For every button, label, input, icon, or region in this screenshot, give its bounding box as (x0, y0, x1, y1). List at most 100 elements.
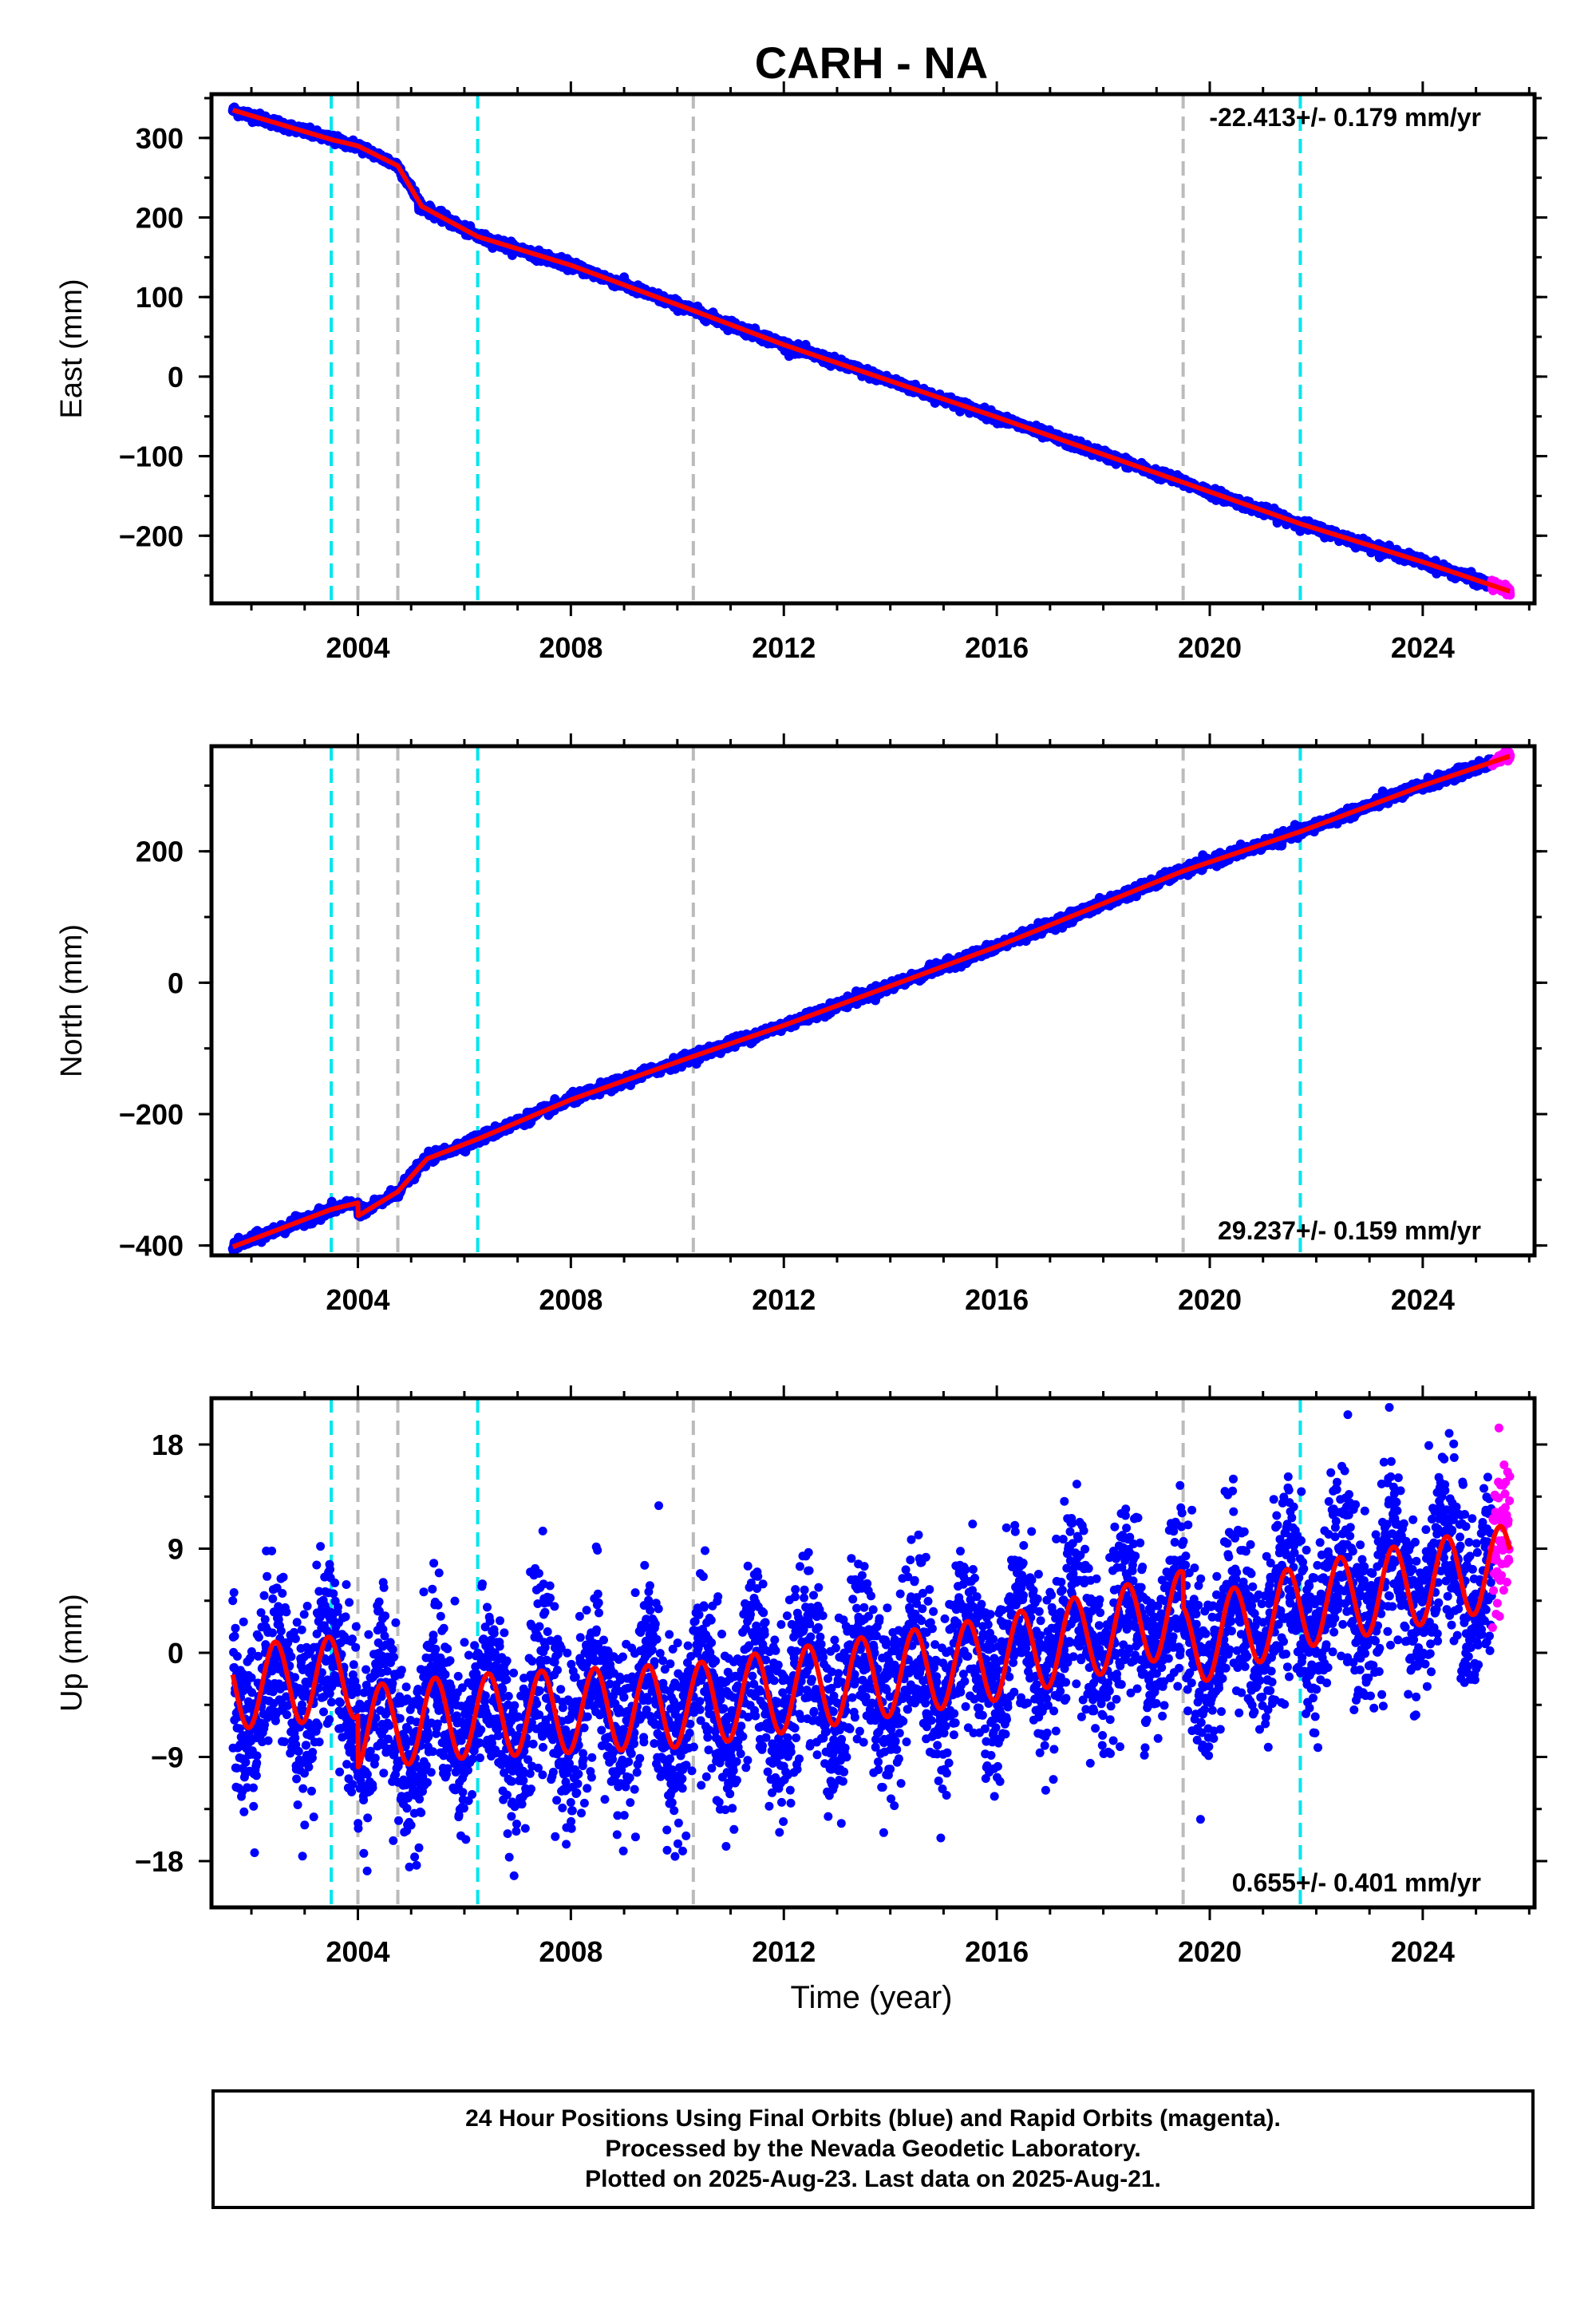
data-point (1158, 1711, 1167, 1721)
data-point (850, 1713, 859, 1722)
data-point (587, 1773, 596, 1782)
data-point (532, 1699, 542, 1709)
data-point (276, 1626, 286, 1636)
data-point (706, 1615, 716, 1625)
data-point (760, 1618, 770, 1627)
data-point (263, 1736, 273, 1745)
data-point (917, 1616, 926, 1626)
data-point (538, 1732, 547, 1741)
data-point (809, 1706, 819, 1716)
data-point (770, 1635, 780, 1645)
data-point (1312, 1685, 1321, 1694)
data-point (443, 1644, 452, 1654)
data-point (792, 1733, 801, 1743)
data-point (292, 1618, 302, 1627)
final-orbits-series (228, 1403, 1496, 1880)
data-point (665, 1630, 674, 1639)
data-point (424, 1732, 433, 1741)
data-point (519, 1766, 528, 1776)
data-point (575, 1633, 585, 1642)
data-point (348, 1634, 357, 1644)
data-point (271, 1716, 280, 1725)
data-point (535, 1686, 544, 1695)
data-point (795, 1754, 804, 1764)
data-point (878, 1783, 887, 1792)
data-point (699, 1603, 709, 1612)
data-point (1077, 1712, 1086, 1721)
data-point (290, 1634, 300, 1643)
data-point (1190, 1563, 1199, 1573)
data-point (914, 1530, 923, 1539)
data-point (1223, 1539, 1232, 1548)
data-point (1266, 1666, 1276, 1676)
data-point (713, 1592, 723, 1602)
data-point (845, 1724, 855, 1733)
data-point (816, 1639, 826, 1649)
data-point (349, 1660, 358, 1670)
data-point (1049, 1706, 1059, 1716)
data-point (594, 1598, 603, 1607)
data-point (612, 1830, 622, 1840)
data-point (272, 1583, 282, 1593)
data-point (729, 1766, 738, 1776)
data-point (252, 1751, 262, 1761)
data-point (1175, 1663, 1184, 1673)
data-point (626, 1749, 636, 1758)
data-point (347, 1787, 357, 1796)
data-point (807, 1674, 816, 1684)
data-point (1212, 1571, 1222, 1581)
data-point (941, 1721, 950, 1731)
data-point (342, 1580, 351, 1589)
x-tick-label: 2004 (326, 1283, 389, 1316)
data-point (1106, 1701, 1116, 1711)
data-point (666, 1659, 675, 1669)
data-point (583, 1712, 592, 1721)
data-point (1175, 1646, 1185, 1655)
data-point (359, 1688, 369, 1697)
data-point (1019, 1591, 1028, 1600)
data-point (729, 1824, 739, 1834)
data-point (1263, 1742, 1273, 1752)
data-point (472, 1669, 481, 1678)
data-point (678, 1784, 687, 1793)
data-point (239, 1617, 248, 1626)
data-point (685, 1729, 694, 1737)
data-point (583, 1784, 592, 1793)
data-point (535, 1622, 544, 1631)
data-point (779, 1817, 788, 1826)
data-point (1310, 1729, 1320, 1737)
data-point (654, 1501, 663, 1511)
data-point (279, 1572, 288, 1582)
data-point (942, 1748, 952, 1757)
data-point (458, 1788, 468, 1797)
data-point (1121, 1504, 1131, 1514)
data-point (760, 1630, 769, 1639)
data-point (736, 1749, 745, 1758)
data-point (874, 1765, 883, 1774)
data-point (565, 1697, 575, 1706)
data-point (995, 1777, 1005, 1786)
data-point (241, 1757, 251, 1767)
data-point (961, 1701, 970, 1711)
data-point (239, 1807, 249, 1816)
data-point (630, 1832, 640, 1842)
data-point (345, 1598, 354, 1607)
x-tick-label: 2012 (752, 1283, 816, 1316)
data-point (927, 1624, 937, 1634)
data-point (1227, 1617, 1235, 1626)
data-point (640, 1560, 650, 1570)
data-point (558, 1803, 567, 1812)
data-point (1084, 1563, 1093, 1573)
x-tick-label: 2024 (1391, 631, 1455, 664)
data-point (394, 1816, 403, 1825)
data-point (563, 1648, 572, 1658)
data-point (936, 1833, 946, 1843)
data-point (1187, 1678, 1196, 1688)
data-point (252, 1758, 262, 1768)
data-point (1246, 1539, 1255, 1549)
data-point (1138, 1563, 1148, 1571)
data-point (410, 1852, 420, 1862)
data-point (907, 1535, 916, 1544)
data-point (1179, 1536, 1188, 1546)
data-point (721, 1842, 731, 1851)
